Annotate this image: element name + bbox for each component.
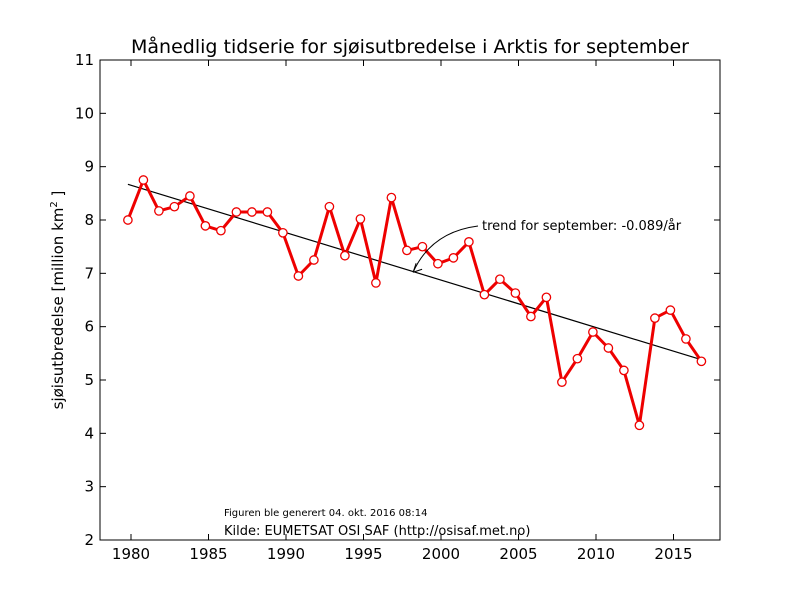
x-tick-label: 1980 <box>112 545 150 563</box>
y-tick-label: 2 <box>84 531 94 549</box>
data-point <box>402 245 412 256</box>
chart-title: Månedlig tidserie for sjøisutbredelse i … <box>131 35 689 58</box>
y-tick-label: 10 <box>75 104 94 122</box>
data-point <box>324 201 335 212</box>
annotation-arrowhead <box>412 263 423 273</box>
plot-frame <box>99 59 721 541</box>
data-point <box>665 305 676 315</box>
x-tick-label: 1990 <box>267 545 305 563</box>
y-tick-label: 11 <box>75 51 94 69</box>
data-point <box>541 292 552 303</box>
data-point <box>262 207 273 217</box>
data-point <box>696 356 707 367</box>
x-tick-label: 1995 <box>344 545 382 563</box>
y-tick-label: 9 <box>84 158 94 176</box>
data-point <box>185 191 195 201</box>
footnote-source: Kilde: EUMETSAT OSI SAF (http://osisaf.m… <box>224 524 530 539</box>
annotation-arrow <box>412 225 479 273</box>
y-tick-label: 7 <box>84 264 94 282</box>
y-axis-label: sjøisutbredelse [million km2 ] <box>49 191 67 410</box>
x-tick-label: 2000 <box>422 545 460 563</box>
data-point <box>371 278 381 288</box>
data-point <box>154 206 164 216</box>
data-point <box>386 192 397 203</box>
data-point <box>123 215 133 225</box>
data-point <box>231 207 242 217</box>
footnote-generated: Figuren ble generert 04. okt. 2016 08:14 <box>224 508 427 519</box>
data-point <box>495 274 505 285</box>
data-point <box>557 377 567 387</box>
data-point <box>603 343 614 353</box>
data-point <box>216 225 226 236</box>
data-point <box>526 311 536 322</box>
y-tick-label: 3 <box>84 478 94 496</box>
y-axis-label-sup: 2 <box>49 201 60 207</box>
data-point <box>417 241 428 252</box>
data-point <box>247 207 257 217</box>
data-point <box>464 237 474 247</box>
data-point <box>433 258 443 269</box>
data-point <box>278 227 288 238</box>
y-tick-label: 8 <box>84 211 94 229</box>
data-point <box>588 327 598 337</box>
data-point <box>619 365 629 376</box>
data-point <box>309 255 319 265</box>
x-tick-label: 1985 <box>189 545 227 563</box>
data-point <box>448 253 459 263</box>
data-point <box>572 353 583 364</box>
data-point <box>340 250 350 261</box>
y-tick-label: 6 <box>84 318 94 336</box>
data-point <box>650 313 660 323</box>
data-point <box>355 214 366 224</box>
x-tick-label: 2005 <box>499 545 537 563</box>
data-point <box>169 201 180 212</box>
data-point <box>479 289 490 300</box>
data-point <box>510 288 521 298</box>
y-axis-label-end: ] <box>49 191 67 202</box>
y-tick-label: 5 <box>84 371 94 389</box>
annotation-text: trend for september: -0.089/år <box>482 219 682 234</box>
data-point <box>634 420 645 431</box>
data-point <box>138 175 149 185</box>
data-point <box>681 334 691 344</box>
y-axis-label-text: sjøisutbredelse [million km <box>49 208 67 410</box>
x-tick-label: 2015 <box>654 545 692 563</box>
data-point <box>200 221 211 231</box>
x-tick-label: 2010 <box>577 545 615 563</box>
data-point <box>293 271 304 281</box>
y-tick-label: 4 <box>84 424 94 442</box>
